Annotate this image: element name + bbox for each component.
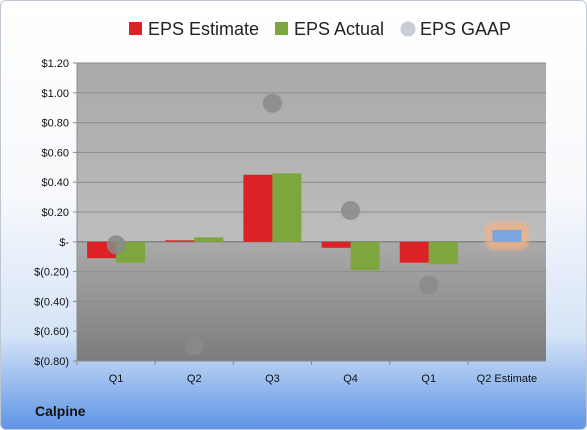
- y-tick-label: $0.40: [41, 177, 69, 189]
- y-tick-label: $1.20: [41, 58, 69, 70]
- x-tick-label: Q3: [265, 373, 280, 385]
- bar-eps-actual: [350, 241, 380, 271]
- bar-eps-estimate: [399, 241, 429, 263]
- company-label: Calpine: [35, 403, 86, 419]
- y-tick-label: $0.60: [41, 147, 69, 159]
- legend-label: EPS Actual: [294, 19, 384, 39]
- y-tick-label: $(0.80): [34, 356, 69, 368]
- marker-eps-gaap: [184, 336, 204, 356]
- y-tick-label: $-: [59, 237, 69, 249]
- bar-eps-actual: [272, 173, 302, 242]
- legend-label: EPS GAAP: [420, 19, 511, 39]
- y-tick-label: $(0.60): [34, 326, 69, 338]
- y-tick-label: $(0.40): [34, 296, 69, 308]
- bar-eps-estimate: [165, 240, 195, 242]
- marker-eps-gaap: [262, 93, 282, 113]
- x-tick-label: Q1: [109, 373, 124, 385]
- bar-eps-actual: [194, 237, 224, 242]
- bar-eps-estimate-highlight: [492, 229, 522, 242]
- x-tick-label: Q2 Estimate: [477, 373, 538, 385]
- legend-swatch: [129, 22, 142, 35]
- y-tick-label: $(0.20): [34, 267, 69, 279]
- bar-eps-actual: [428, 241, 458, 265]
- y-tick-label: $0.20: [41, 207, 69, 219]
- y-tick-label: $0.80: [41, 118, 69, 130]
- legend-swatch: [400, 21, 416, 37]
- legend-label: EPS Estimate: [148, 19, 259, 39]
- marker-eps-gaap: [106, 235, 126, 255]
- bar-eps-estimate: [243, 174, 273, 242]
- bar-eps-estimate: [321, 241, 351, 248]
- legend-swatch: [275, 22, 288, 35]
- y-tick-label: $1.00: [41, 88, 69, 100]
- x-tick-label: Q2: [187, 373, 202, 385]
- marker-eps-gaap: [341, 201, 361, 221]
- x-tick-label: Q4: [343, 373, 358, 385]
- x-tick-label: Q1: [421, 373, 436, 385]
- marker-eps-gaap: [419, 275, 439, 295]
